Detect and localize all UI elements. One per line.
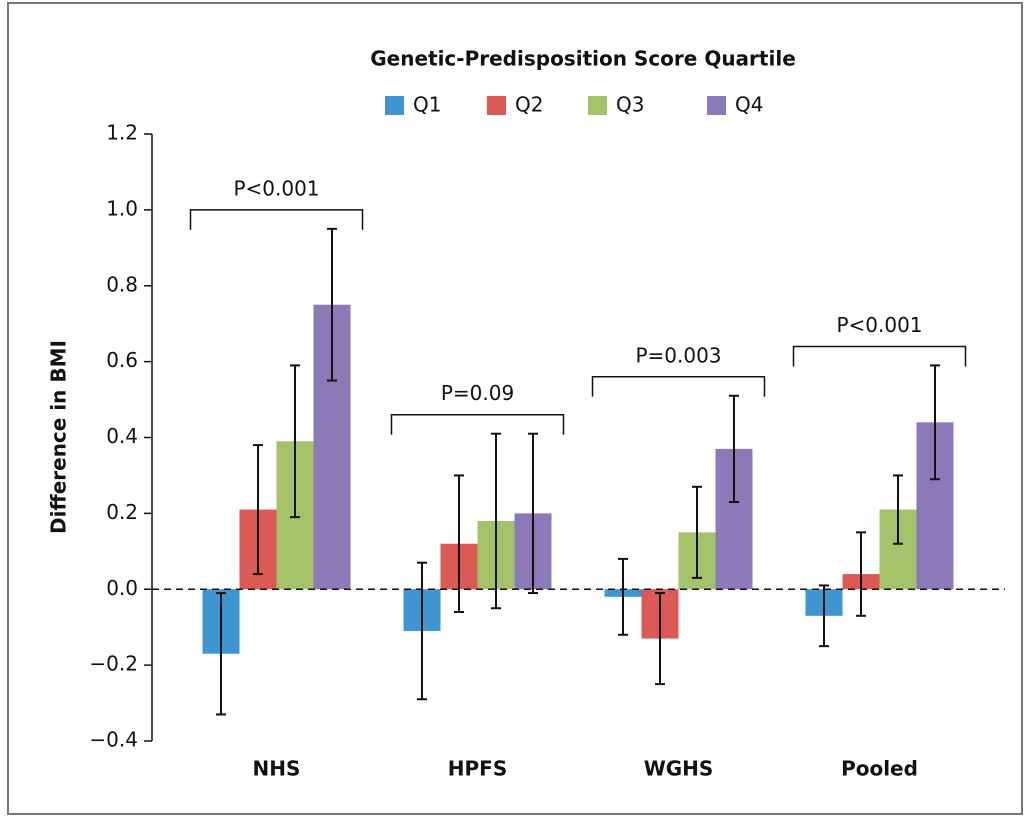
p-value-bracket — [189, 209, 364, 230]
legend-swatch — [487, 96, 506, 115]
error-bar — [417, 561, 427, 701]
p-value-label: P<0.001 — [233, 176, 319, 200]
error-bar — [819, 584, 829, 648]
y-tick-label: 1.0 — [106, 196, 138, 220]
y-tick-label: 0.4 — [106, 424, 138, 448]
y-axis-label: Difference in BMI — [47, 340, 71, 534]
legend-label: Q4 — [735, 93, 763, 117]
legend-title: Genetic-Predisposition Score Quartile — [370, 47, 796, 71]
legend-label: Q2 — [515, 93, 543, 117]
y-tick-label: 0.8 — [106, 272, 138, 296]
error-bar — [893, 474, 903, 545]
legend-label: Q3 — [616, 93, 644, 117]
frame — [7, 2, 1023, 815]
error-bar — [216, 592, 226, 716]
x-tick-label: Pooled — [841, 757, 918, 781]
p-value-label: P=0.09 — [441, 381, 514, 405]
legend-swatch — [385, 96, 404, 115]
error-bar — [528, 432, 538, 595]
error-bar — [729, 394, 739, 503]
error-bar — [618, 557, 628, 636]
x-tick-label: HPFS — [448, 757, 507, 781]
error-bar — [290, 364, 300, 519]
y-tick-label: 0.6 — [106, 348, 138, 372]
p-value-bracket — [591, 376, 766, 397]
y-tick-label: 1.2 — [106, 121, 138, 145]
p-value-bracket — [792, 345, 967, 367]
error-bar — [856, 531, 866, 617]
p-value-bracket — [390, 413, 565, 435]
legend-label: Q1 — [413, 93, 441, 117]
y-tick-label: 0.0 — [106, 576, 138, 600]
error-bar — [327, 227, 337, 382]
y-tick-label: 0.2 — [106, 500, 138, 524]
y-tick-label: −0.4 — [89, 728, 138, 752]
y-tick-label: −0.2 — [89, 652, 138, 676]
legend-swatch — [588, 96, 607, 115]
error-bar — [655, 592, 665, 686]
p-value-label: P=0.003 — [635, 343, 721, 367]
legend-swatch — [707, 96, 726, 115]
error-bar — [930, 364, 940, 481]
error-bar — [253, 444, 263, 576]
x-tick-label: NHS — [253, 757, 301, 781]
p-value-label: P<0.001 — [836, 313, 922, 337]
error-bar — [491, 432, 501, 610]
error-bar — [692, 485, 702, 579]
x-tick-label: WGHS — [644, 757, 714, 781]
